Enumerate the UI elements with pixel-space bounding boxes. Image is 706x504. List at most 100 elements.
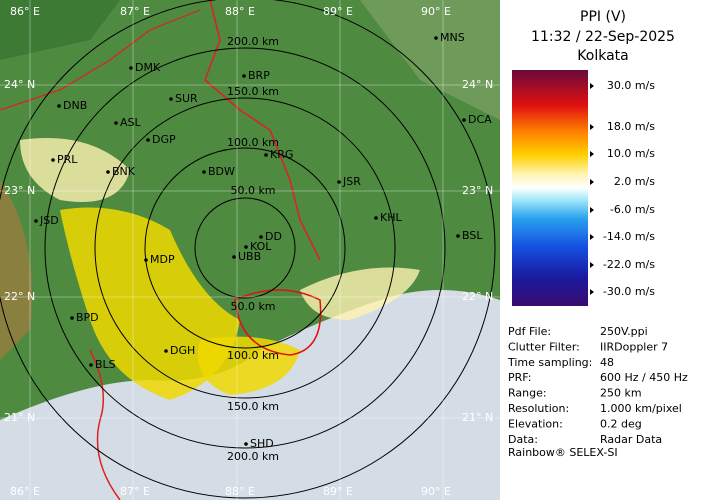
city-dot bbox=[34, 219, 38, 223]
city-dot bbox=[169, 97, 173, 101]
city-dot bbox=[456, 234, 460, 238]
city-dot bbox=[51, 158, 55, 162]
city-label: DD bbox=[265, 230, 282, 243]
panel-datetime: 11:32 / 22-Sep-2025 bbox=[531, 29, 675, 45]
range-ring bbox=[94, 97, 396, 399]
clutter bbox=[234, 289, 322, 356]
range-ring bbox=[194, 197, 296, 299]
longitude-label: 89° E bbox=[323, 485, 353, 498]
city-dot bbox=[202, 170, 206, 174]
legend-label: 30.0 m/s bbox=[607, 79, 655, 92]
city-dot bbox=[337, 180, 341, 184]
city-label: JSR bbox=[342, 175, 361, 188]
legend-arrow bbox=[590, 234, 594, 240]
city-label: DMK bbox=[135, 61, 161, 74]
city-dot bbox=[232, 255, 236, 259]
info-value: Radar Data bbox=[600, 433, 662, 446]
latitude-label: 24° N bbox=[4, 78, 35, 91]
city-dot bbox=[57, 104, 61, 108]
terrain bbox=[360, 0, 500, 120]
graticule bbox=[0, 0, 500, 500]
latitude-label: 22° N bbox=[462, 290, 493, 303]
longitude-label: 87° E bbox=[120, 485, 150, 498]
color-scale bbox=[512, 70, 588, 306]
legend-arrow bbox=[590, 83, 594, 89]
legend-label: -30.0 m/s bbox=[603, 285, 655, 298]
info-key: Resolution: bbox=[508, 402, 569, 415]
city-label: ASL bbox=[120, 116, 142, 129]
city-dot bbox=[259, 235, 263, 239]
city-label: KOL bbox=[250, 240, 272, 253]
longitude-label: 87° E bbox=[120, 5, 150, 18]
info-key: Pdf File: bbox=[508, 325, 551, 338]
legend-label: 2.0 m/s bbox=[614, 175, 655, 188]
longitude-label: 86° E bbox=[10, 485, 40, 498]
latitude-label: 23° N bbox=[4, 184, 35, 197]
city-dot bbox=[70, 316, 74, 320]
info-value: 250 km bbox=[600, 387, 642, 400]
latitude-label: 24° N bbox=[462, 78, 493, 91]
city-dot bbox=[462, 118, 466, 122]
latitude-label: 23° N bbox=[462, 184, 493, 197]
city-dot bbox=[244, 245, 248, 249]
legend-arrow bbox=[590, 289, 594, 295]
city-dot bbox=[374, 216, 378, 220]
coastline bbox=[89, 349, 121, 501]
city-label: BPD bbox=[76, 311, 99, 324]
city-dot bbox=[129, 66, 133, 70]
info-key: Clutter Filter: bbox=[508, 340, 580, 353]
range-label: 50.0 km bbox=[230, 184, 275, 197]
legend-arrow bbox=[590, 207, 594, 213]
legend-label: -6.0 m/s bbox=[610, 203, 655, 216]
city-label: BDW bbox=[208, 165, 235, 178]
latitude-label: 21° N bbox=[4, 411, 35, 424]
info-value: 0.2 deg bbox=[600, 417, 642, 430]
info-key: PRF: bbox=[508, 371, 531, 384]
legend-arrow bbox=[590, 124, 594, 130]
city-label: DGP bbox=[152, 133, 176, 146]
info-value: IIRDoppler 7 bbox=[600, 340, 668, 353]
city-label: BRP bbox=[248, 69, 270, 82]
echo bbox=[198, 336, 300, 395]
longitude-label: 89° E bbox=[323, 5, 353, 18]
city-dot bbox=[434, 36, 438, 40]
info-key: Data: bbox=[508, 433, 538, 446]
city-dot bbox=[264, 153, 268, 157]
panel-labels: 30.0 m/s 18.0 m/s 10.0 m/s 2.0 m/s -6.0 m/s -… bbox=[507, 79, 688, 446]
range-label: 100.0 km bbox=[227, 136, 279, 149]
range-label: 200.0 km bbox=[227, 35, 279, 48]
legend-label: -22.0 m/s bbox=[603, 258, 655, 271]
range-ring bbox=[144, 147, 346, 349]
city-dot bbox=[106, 170, 110, 174]
longitude-label: 90° E bbox=[421, 5, 451, 18]
city-label: MDP bbox=[150, 253, 175, 266]
echo bbox=[300, 267, 420, 320]
legend-arrow bbox=[590, 262, 594, 268]
latitude-label: 22° N bbox=[4, 290, 35, 303]
info-value: 250V.ppi bbox=[600, 325, 648, 338]
city-dot bbox=[144, 258, 148, 262]
footer: Rainbow® SELEX-SI bbox=[508, 446, 618, 459]
border bbox=[204, 0, 321, 261]
city-dot bbox=[114, 121, 118, 125]
range-label: 200.0 km bbox=[227, 450, 279, 463]
city-label: PRL bbox=[57, 153, 78, 166]
city-label: UBB bbox=[238, 250, 261, 263]
info-value: 600 Hz / 450 Hz bbox=[600, 371, 688, 384]
map: 86° E 86° E 87° E 87° E 88° E 88° E 89° E 89° E… bbox=[0, 0, 500, 501]
city-label: KRG bbox=[270, 148, 293, 161]
city-label: BSL bbox=[462, 229, 483, 242]
longitude-label: 88° E bbox=[225, 485, 255, 498]
city-label: DNB bbox=[63, 99, 87, 112]
range-label: 150.0 km bbox=[227, 400, 279, 413]
info-key: Elevation: bbox=[508, 417, 563, 430]
city-label: DGH bbox=[170, 344, 195, 357]
city-label: DCA bbox=[468, 113, 492, 126]
terrain bbox=[0, 180, 32, 360]
sea bbox=[0, 290, 500, 500]
range-ring bbox=[0, 0, 496, 499]
panel-station: Kolkata bbox=[577, 48, 628, 64]
city-label: MNS bbox=[440, 31, 465, 44]
info-key: Time sampling: bbox=[507, 356, 592, 369]
